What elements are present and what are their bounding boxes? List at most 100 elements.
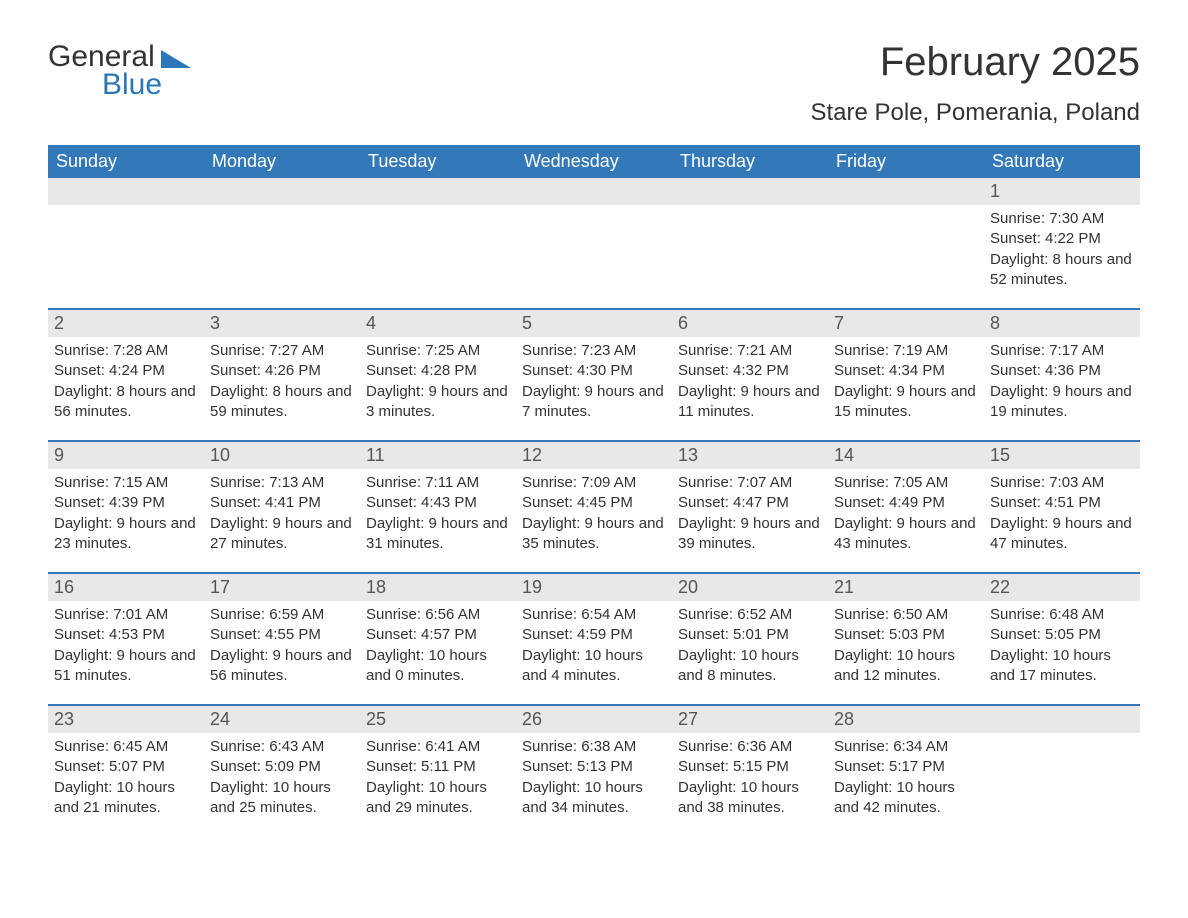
sunrise-text: Sunrise: 7:15 AM — [54, 473, 198, 493]
sunrise-text: Sunrise: 6:56 AM — [366, 605, 510, 625]
day-cell: Sunrise: 6:36 AMSunset: 5:15 PMDaylight:… — [672, 733, 828, 836]
day-cell: Sunrise: 7:27 AMSunset: 4:26 PMDaylight:… — [204, 337, 360, 440]
day-cell: Sunrise: 7:15 AMSunset: 4:39 PMDaylight:… — [48, 469, 204, 572]
daylight-text: Daylight: 8 hours and 56 minutes. — [54, 382, 198, 423]
day-cell: Sunrise: 7:01 AMSunset: 4:53 PMDaylight:… — [48, 601, 204, 704]
day-cell: Sunrise: 6:43 AMSunset: 5:09 PMDaylight:… — [204, 733, 360, 836]
day-number: 13 — [672, 442, 828, 469]
daylight-text: Daylight: 10 hours and 34 minutes. — [522, 778, 666, 819]
sunset-text: Sunset: 4:24 PM — [54, 361, 198, 381]
day-number — [204, 178, 360, 205]
day-number: 15 — [984, 442, 1140, 469]
day-cell: Sunrise: 6:59 AMSunset: 4:55 PMDaylight:… — [204, 601, 360, 704]
sunrise-text: Sunrise: 6:45 AM — [54, 737, 198, 757]
logo-blue: Blue — [102, 68, 162, 102]
week-row: 232425262728Sunrise: 6:45 AMSunset: 5:07… — [48, 706, 1140, 836]
day-number: 5 — [516, 310, 672, 337]
sunset-text: Sunset: 4:22 PM — [990, 229, 1134, 249]
daylight-text: Daylight: 9 hours and 7 minutes. — [522, 382, 666, 423]
weekday-sat: Saturday — [984, 145, 1140, 178]
day-content-row: Sunrise: 7:01 AMSunset: 4:53 PMDaylight:… — [48, 601, 1140, 704]
daylight-text: Daylight: 9 hours and 19 minutes. — [990, 382, 1134, 423]
sunset-text: Sunset: 5:01 PM — [678, 625, 822, 645]
sunset-text: Sunset: 4:47 PM — [678, 493, 822, 513]
sunset-text: Sunset: 4:43 PM — [366, 493, 510, 513]
sunrise-text: Sunrise: 7:07 AM — [678, 473, 822, 493]
weekday-thu: Thursday — [672, 145, 828, 178]
day-number: 19 — [516, 574, 672, 601]
day-number: 20 — [672, 574, 828, 601]
day-number: 23 — [48, 706, 204, 733]
day-number: 3 — [204, 310, 360, 337]
day-cell: Sunrise: 6:54 AMSunset: 4:59 PMDaylight:… — [516, 601, 672, 704]
day-cell: Sunrise: 6:56 AMSunset: 4:57 PMDaylight:… — [360, 601, 516, 704]
sunrise-text: Sunrise: 7:01 AM — [54, 605, 198, 625]
daylight-text: Daylight: 10 hours and 17 minutes. — [990, 646, 1134, 687]
sunset-text: Sunset: 5:11 PM — [366, 757, 510, 777]
sunset-text: Sunset: 5:05 PM — [990, 625, 1134, 645]
weekday-header: Sunday Monday Tuesday Wednesday Thursday… — [48, 145, 1140, 178]
weekday-mon: Monday — [204, 145, 360, 178]
day-cell — [672, 205, 828, 308]
header: General Blue February 2025 Stare Pole, P… — [48, 40, 1140, 137]
weekday-wed: Wednesday — [516, 145, 672, 178]
sunset-text: Sunset: 5:07 PM — [54, 757, 198, 777]
sunset-text: Sunset: 5:09 PM — [210, 757, 354, 777]
sunset-text: Sunset: 5:13 PM — [522, 757, 666, 777]
day-number: 24 — [204, 706, 360, 733]
sunrise-text: Sunrise: 7:25 AM — [366, 341, 510, 361]
sunset-text: Sunset: 4:30 PM — [522, 361, 666, 381]
week-row: 9101112131415Sunrise: 7:15 AMSunset: 4:3… — [48, 442, 1140, 572]
day-cell: Sunrise: 6:48 AMSunset: 5:05 PMDaylight:… — [984, 601, 1140, 704]
day-cell: Sunrise: 7:21 AMSunset: 4:32 PMDaylight:… — [672, 337, 828, 440]
sunset-text: Sunset: 4:55 PM — [210, 625, 354, 645]
sunrise-text: Sunrise: 6:38 AM — [522, 737, 666, 757]
daylight-text: Daylight: 8 hours and 59 minutes. — [210, 382, 354, 423]
daylight-text: Daylight: 10 hours and 25 minutes. — [210, 778, 354, 819]
week-row: 2345678Sunrise: 7:28 AMSunset: 4:24 PMDa… — [48, 310, 1140, 440]
sunrise-text: Sunrise: 6:36 AM — [678, 737, 822, 757]
day-number: 16 — [48, 574, 204, 601]
daylight-text: Daylight: 9 hours and 27 minutes. — [210, 514, 354, 555]
daylight-text: Daylight: 9 hours and 35 minutes. — [522, 514, 666, 555]
day-cell: Sunrise: 7:25 AMSunset: 4:28 PMDaylight:… — [360, 337, 516, 440]
sunset-text: Sunset: 4:39 PM — [54, 493, 198, 513]
week-row: 1Sunrise: 7:30 AMSunset: 4:22 PMDaylight… — [48, 178, 1140, 308]
logo: General Blue — [48, 40, 191, 102]
day-cell: Sunrise: 6:45 AMSunset: 5:07 PMDaylight:… — [48, 733, 204, 836]
day-number: 1 — [984, 178, 1140, 205]
day-number: 27 — [672, 706, 828, 733]
day-cell: Sunrise: 6:41 AMSunset: 5:11 PMDaylight:… — [360, 733, 516, 836]
day-number — [360, 178, 516, 205]
day-number — [984, 706, 1140, 733]
day-cell — [516, 205, 672, 308]
daylight-text: Daylight: 9 hours and 15 minutes. — [834, 382, 978, 423]
sunrise-text: Sunrise: 7:19 AM — [834, 341, 978, 361]
day-cell — [828, 205, 984, 308]
day-cell: Sunrise: 7:13 AMSunset: 4:41 PMDaylight:… — [204, 469, 360, 572]
title-block: February 2025 Stare Pole, Pomerania, Pol… — [810, 40, 1140, 137]
daylight-text: Daylight: 10 hours and 8 minutes. — [678, 646, 822, 687]
day-number — [516, 178, 672, 205]
sunrise-text: Sunrise: 6:34 AM — [834, 737, 978, 757]
sunrise-text: Sunrise: 7:28 AM — [54, 341, 198, 361]
day-content-row: Sunrise: 6:45 AMSunset: 5:07 PM Daylight:… — [48, 733, 1140, 836]
sunset-text: Sunset: 4:49 PM — [834, 493, 978, 513]
day-number: 11 — [360, 442, 516, 469]
sunrise-text: Sunrise: 7:30 AM — [990, 209, 1134, 229]
sunrise-text: Sunrise: 6:50 AM — [834, 605, 978, 625]
day-cell: Sunrise: 7:17 AMSunset: 4:36 PMDaylight:… — [984, 337, 1140, 440]
sunrise-text: Sunrise: 7:11 AM — [366, 473, 510, 493]
day-number: 25 — [360, 706, 516, 733]
sunrise-text: Sunrise: 6:43 AM — [210, 737, 354, 757]
weekday-fri: Friday — [828, 145, 984, 178]
day-cell — [360, 205, 516, 308]
day-number: 10 — [204, 442, 360, 469]
weeks-container: 1 Sunrise: 7:30 AMSunset: 4:22 PM Daylight… — [48, 178, 1140, 836]
daylight-text: Daylight: 9 hours and 11 minutes. — [678, 382, 822, 423]
daynum-row: 16171819202122 — [48, 574, 1140, 601]
day-number: 4 — [360, 310, 516, 337]
sunset-text: Sunset: 4:59 PM — [522, 625, 666, 645]
daylight-text: Daylight: 10 hours and 38 minutes. — [678, 778, 822, 819]
day-content-row: Sunrise: 7:15 AMSunset: 4:39 PM Daylight:… — [48, 469, 1140, 572]
